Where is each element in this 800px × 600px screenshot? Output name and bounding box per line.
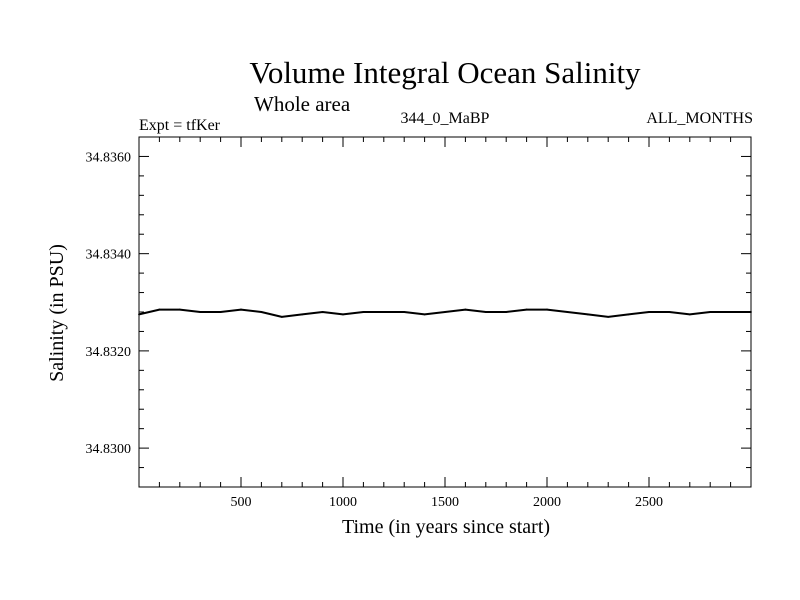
salinity-data-point (280, 315, 283, 318)
salinity-data-point (219, 311, 222, 313)
salinity-data-point (566, 311, 569, 313)
salinity-data-point (627, 313, 630, 316)
y-tick-label: 34.8320 (86, 345, 132, 360)
salinity-data-point (709, 311, 712, 313)
salinity-data-point (484, 311, 487, 313)
chart-title: Volume Integral Ocean Salinity (249, 55, 641, 90)
series-layer (138, 308, 752, 318)
salinity-data-point (342, 313, 344, 316)
salinity-data-point (260, 311, 263, 313)
salinity-data-point (546, 308, 548, 311)
salinity-data-point (688, 313, 691, 316)
salinity-data-point (199, 311, 202, 313)
y-axis-label: Salinity (in PSU) (46, 244, 68, 382)
x-tick-label: 500 (231, 495, 252, 510)
salinity-data-point (240, 308, 242, 311)
salinity-data-point (668, 311, 671, 313)
x-tick-label: 2500 (635, 495, 663, 510)
salinity-data-point (525, 308, 528, 311)
salinity-data-point (178, 308, 181, 311)
salinity-data-point (729, 311, 732, 313)
x-tick-label: 1000 (329, 495, 357, 510)
salinity-data-point (750, 311, 752, 313)
y-tick-label: 34.8300 (86, 442, 132, 457)
x-tick-label: 1500 (431, 495, 459, 510)
labels-layer: 500 1000 1500 2000 2500 34.8300 34.8320 34.8340… (46, 150, 663, 538)
salinity-data-point (301, 313, 304, 316)
salinity-data-point (586, 313, 589, 316)
salinity-data-point (648, 311, 650, 313)
experiment-label: Expt = tfKer (139, 117, 220, 134)
salinity-data-point (382, 311, 385, 313)
salinity-series-line (138, 308, 751, 318)
y-tick-label: 34.8360 (86, 150, 132, 165)
salinity-data-point (607, 315, 610, 318)
salinity-data-point (423, 313, 426, 316)
salinity-data-point (158, 308, 161, 311)
salinity-data-point (321, 311, 324, 313)
x-axis-label: Time (in years since start) (342, 516, 550, 538)
salinity-data-point (444, 311, 446, 313)
run-label: 344_0_MaBP (400, 110, 490, 127)
salinity-data-point (505, 311, 508, 313)
salinity-data-point (362, 311, 365, 313)
chart-subtitle: Whole area (254, 92, 351, 116)
y-tick-label: 34.8340 (86, 248, 132, 263)
period-label: ALL_MONTHS (646, 110, 753, 127)
salinity-data-point (464, 308, 467, 311)
x-tick-label: 2000 (533, 495, 561, 510)
salinity-data-point (403, 311, 406, 313)
salinity-data-point (138, 313, 140, 316)
